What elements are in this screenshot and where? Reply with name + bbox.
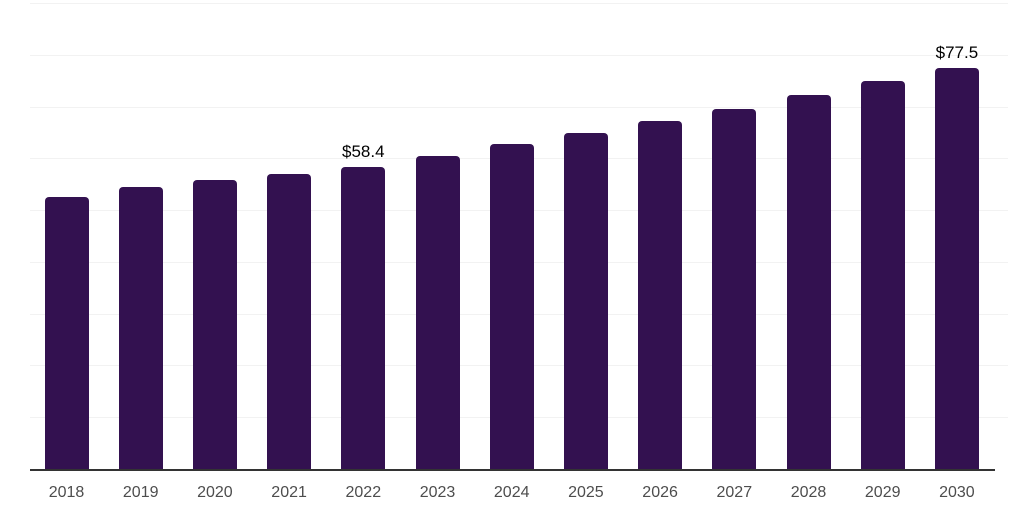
bar-2030 — [934, 67, 979, 471]
bar-2019 — [118, 186, 163, 471]
bar-value-label-2022: $58.4 — [342, 141, 385, 161]
grid-line — [30, 54, 1008, 56]
x-tick-label-2023: 2023 — [419, 484, 456, 501]
bar-2027 — [712, 108, 757, 471]
bar-value-label-2030: $77.5 — [935, 42, 979, 62]
x-tick-label-2029: 2029 — [864, 484, 901, 501]
bar-2029 — [860, 80, 905, 471]
bar-2024 — [489, 144, 534, 471]
x-tick-label-2030: 2030 — [939, 484, 975, 501]
bar-2025 — [563, 132, 608, 471]
bar-2022 — [341, 166, 386, 471]
x-tick-label-2020: 2020 — [197, 484, 233, 501]
x-tick-label-2019: 2019 — [122, 484, 159, 501]
x-tick-label-2025: 2025 — [568, 484, 604, 501]
x-axis-line — [30, 469, 995, 471]
x-tick-label-2026: 2026 — [642, 484, 678, 501]
bar-2026 — [638, 121, 683, 471]
x-tick-label-2018: 2018 — [48, 484, 85, 501]
bar-2028 — [786, 95, 831, 471]
grid-line — [30, 3, 1008, 4]
bar-2020 — [192, 179, 237, 471]
x-tick-label-2028: 2028 — [790, 484, 827, 501]
x-tick-label-2022: 2022 — [345, 484, 382, 501]
x-tick-label-2027: 2027 — [716, 484, 753, 501]
x-tick-label-2021: 2021 — [271, 484, 307, 501]
grid-line — [30, 106, 1008, 108]
x-tick-label-2024: 2024 — [493, 484, 530, 501]
bar-2021 — [267, 174, 312, 471]
bar-2018 — [44, 197, 89, 471]
bar-2023 — [415, 155, 460, 471]
